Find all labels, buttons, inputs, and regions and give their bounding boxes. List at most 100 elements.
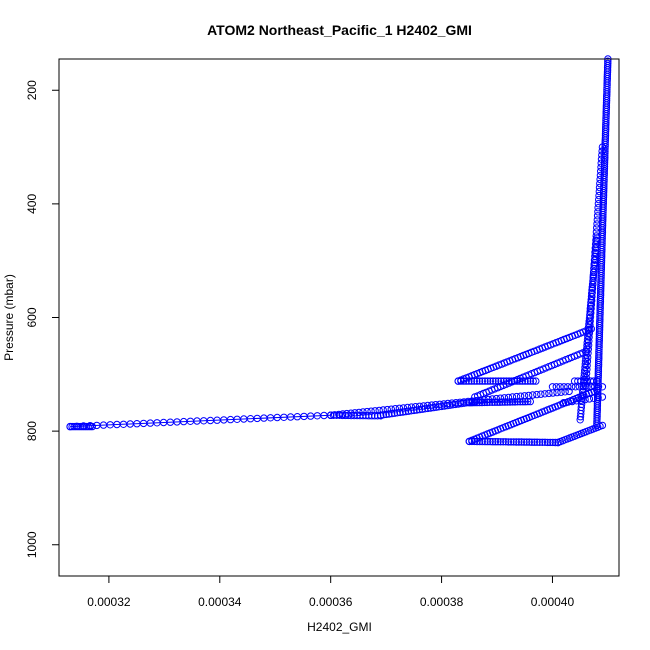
data-point bbox=[598, 143, 607, 151]
data-point bbox=[481, 377, 489, 385]
data-point bbox=[588, 284, 597, 293]
data-point bbox=[533, 390, 541, 399]
data-point bbox=[519, 398, 527, 406]
data-point bbox=[486, 377, 494, 385]
data-point bbox=[541, 438, 549, 446]
data-point bbox=[484, 377, 492, 385]
data-point bbox=[533, 438, 541, 446]
data-point bbox=[595, 183, 604, 192]
data-point bbox=[598, 147, 606, 155]
data-point bbox=[418, 405, 426, 413]
data-point bbox=[523, 438, 531, 446]
y-tick-label: 800 bbox=[25, 421, 39, 441]
data-point bbox=[596, 179, 604, 188]
data-point bbox=[489, 377, 497, 385]
y-tick-label: 200 bbox=[25, 80, 39, 100]
data-point bbox=[473, 377, 481, 385]
data-point bbox=[460, 399, 468, 407]
data-point bbox=[568, 397, 576, 406]
data-point bbox=[589, 272, 597, 281]
data-point bbox=[586, 321, 594, 329]
data-point bbox=[492, 377, 500, 385]
plot-frame bbox=[58, 58, 620, 577]
data-point bbox=[532, 377, 540, 385]
data-point bbox=[388, 409, 396, 418]
data-point bbox=[410, 406, 418, 415]
data-point bbox=[467, 377, 476, 385]
data-point bbox=[589, 276, 597, 285]
data-point bbox=[557, 388, 565, 396]
data-point bbox=[587, 309, 595, 317]
data-point bbox=[549, 438, 557, 447]
data-point bbox=[541, 390, 549, 398]
data-point bbox=[489, 438, 497, 446]
data-point bbox=[588, 297, 596, 305]
data-point bbox=[385, 410, 393, 418]
data-point bbox=[375, 406, 383, 415]
data-point bbox=[590, 264, 598, 273]
data-point bbox=[545, 389, 553, 398]
data-point bbox=[475, 398, 484, 407]
y-tick-label: 400 bbox=[25, 194, 39, 214]
data-point bbox=[475, 377, 484, 385]
data-point bbox=[597, 167, 605, 176]
data-point bbox=[546, 438, 554, 447]
data-point bbox=[552, 383, 560, 391]
data-point bbox=[84, 422, 92, 431]
data-point bbox=[592, 228, 601, 236]
data-point bbox=[577, 396, 585, 404]
data-point bbox=[496, 398, 504, 406]
x-tick-label: 0.00034 bbox=[198, 595, 242, 609]
data-point bbox=[327, 411, 335, 419]
data-point bbox=[493, 398, 501, 406]
data-point bbox=[432, 403, 440, 411]
data-point bbox=[501, 398, 509, 406]
data-point bbox=[596, 175, 604, 184]
data-point bbox=[526, 397, 534, 406]
data-point bbox=[594, 208, 602, 216]
data-point bbox=[404, 407, 412, 415]
data-point bbox=[585, 395, 594, 403]
data-point bbox=[504, 438, 513, 446]
data-point bbox=[582, 382, 590, 390]
data-point bbox=[376, 411, 385, 419]
data-point bbox=[593, 216, 601, 224]
data-point bbox=[538, 438, 547, 446]
data-point bbox=[597, 163, 605, 172]
data-point bbox=[478, 377, 486, 385]
data-point bbox=[597, 159, 605, 167]
data-point bbox=[457, 399, 465, 408]
data-point bbox=[604, 57, 612, 65]
data-point bbox=[583, 365, 591, 374]
data-point bbox=[498, 398, 506, 406]
data-point bbox=[592, 237, 601, 245]
data-point bbox=[355, 408, 363, 417]
data-point bbox=[592, 232, 600, 240]
data-point bbox=[486, 437, 494, 446]
data-point bbox=[446, 401, 454, 409]
data-point bbox=[491, 398, 499, 406]
plot-area bbox=[66, 55, 612, 447]
data-point bbox=[339, 410, 347, 418]
x-axis-label: H2402_GMI bbox=[307, 620, 372, 634]
data-point bbox=[435, 403, 443, 411]
data-point bbox=[512, 392, 521, 401]
data-point bbox=[524, 397, 532, 406]
data-point bbox=[520, 438, 528, 446]
data-point bbox=[556, 383, 564, 391]
data-point bbox=[506, 398, 514, 406]
data-point bbox=[553, 388, 561, 397]
data-point bbox=[483, 437, 492, 446]
data-point bbox=[367, 407, 375, 415]
data-point bbox=[548, 383, 557, 391]
data-point bbox=[470, 398, 479, 407]
data-point bbox=[502, 438, 510, 446]
x-tick-label: 0.00032 bbox=[87, 595, 131, 609]
data-point bbox=[582, 369, 591, 378]
data-point bbox=[511, 398, 519, 406]
data-point bbox=[525, 438, 533, 446]
data-point bbox=[583, 357, 592, 366]
data-point bbox=[560, 383, 568, 391]
data-point bbox=[465, 399, 473, 407]
